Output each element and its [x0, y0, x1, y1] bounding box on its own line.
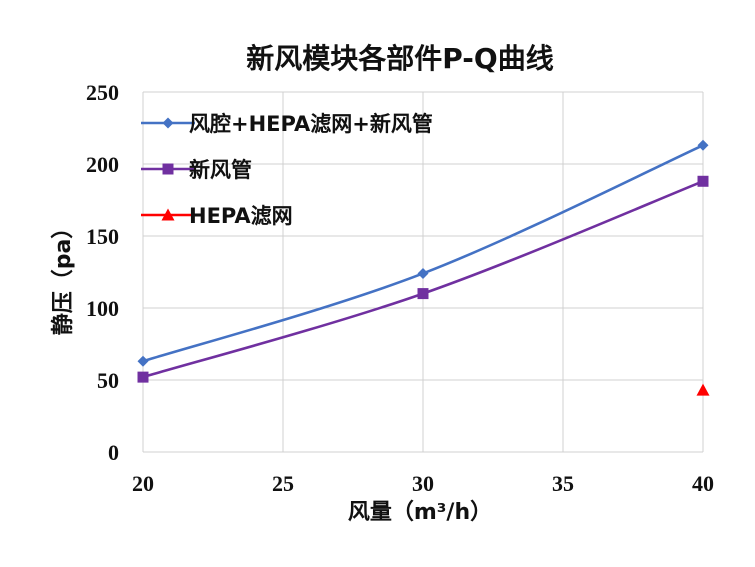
- legend-label-1: 新风管: [189, 158, 252, 182]
- axes: 0 50 100 150 200 250 20 25 30 35 40: [86, 80, 714, 496]
- data-point-1-1: [417, 288, 429, 300]
- data-point-0-0: [137, 355, 149, 367]
- legend-marker-2: [161, 208, 175, 221]
- legend-label-0: 风腔+HEPA滤网+新风管: [189, 112, 433, 136]
- series-layer: [137, 139, 710, 396]
- x-axis-label: 风量（m³/h）: [348, 500, 492, 525]
- legend-marker-0: [162, 117, 174, 129]
- data-point-2-0: [696, 383, 710, 396]
- y-tick-label-150: 150: [86, 224, 119, 249]
- x-tick-label-30: 30: [412, 471, 434, 496]
- data-point-0-2: [697, 139, 709, 151]
- data-point-1-0: [137, 371, 149, 383]
- x-tick-label-35: 35: [552, 471, 574, 496]
- y-tick-label-250: 250: [86, 80, 119, 105]
- x-tick-label-40: 40: [692, 471, 714, 496]
- data-point-0-1: [417, 267, 429, 279]
- y-axis-label: 静压（pa）: [50, 217, 76, 336]
- chart-title: 新风模块各部件P-Q曲线: [246, 42, 553, 75]
- y-tick-label-50: 50: [97, 368, 119, 393]
- y-tick-label-100: 100: [86, 296, 119, 321]
- x-tick-label-25: 25: [272, 471, 294, 496]
- legend-marker-1: [162, 163, 174, 175]
- data-point-1-2: [697, 175, 709, 187]
- y-tick-label-0: 0: [108, 440, 119, 465]
- legend-label-2: HEPA滤网: [189, 204, 293, 228]
- y-tick-label-200: 200: [86, 152, 119, 177]
- x-tick-label-20: 20: [132, 471, 154, 496]
